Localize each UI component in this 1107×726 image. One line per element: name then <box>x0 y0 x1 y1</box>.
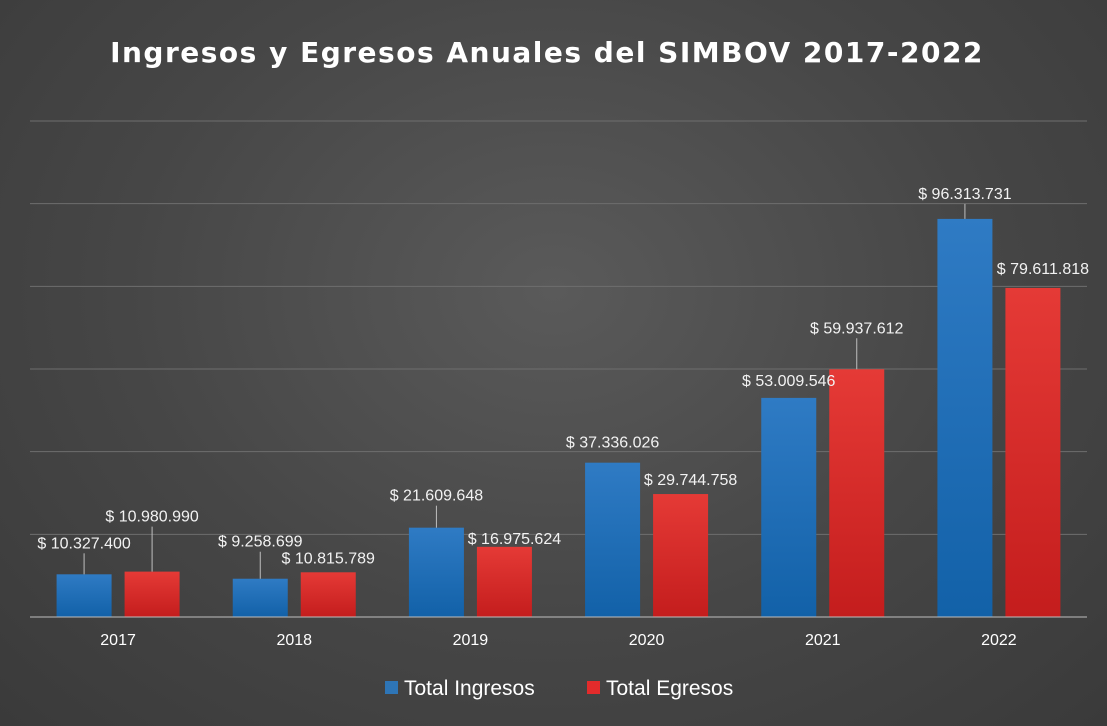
x-tick-label: 2019 <box>453 632 489 649</box>
label-leader-lines <box>83 203 966 579</box>
bar-egresos-2022 <box>1005 287 1061 617</box>
bar-ingresos-2017 <box>56 574 112 617</box>
data-label-ingresos-2019: $ 21.609.648 <box>390 488 484 505</box>
data-label-ingresos-2017: $ 10.327.400 <box>37 535 131 552</box>
x-tick-label: 2021 <box>805 632 841 649</box>
data-label-ingresos-2018: $ 9.258.699 <box>218 534 303 551</box>
gridlines <box>30 120 1087 535</box>
data-label-egresos-2021: $ 59.937.612 <box>810 320 904 337</box>
bar-egresos-2021 <box>829 369 885 617</box>
data-label-egresos-2018: $ 10.815.789 <box>282 550 376 567</box>
x-tick-label: 2017 <box>100 632 136 649</box>
legend-label-ingresos: Total Ingresos <box>404 677 535 700</box>
data-label-egresos-2020: $ 29.744.758 <box>644 472 738 489</box>
chart-title: Ingresos y Egresos Anuales del SIMBOV 20… <box>110 36 984 69</box>
bar-ingresos-2018 <box>232 578 288 617</box>
legend-swatch-egresos <box>587 681 600 694</box>
bar-ingresos-2019 <box>408 527 464 617</box>
legend-swatch-ingresos <box>385 681 398 694</box>
data-label-egresos-2019: $ 16.975.624 <box>468 531 562 548</box>
bar-egresos-2020 <box>653 494 709 617</box>
legend-label-egresos: Total Egresos <box>606 677 733 700</box>
bar-ingresos-2021 <box>761 397 817 617</box>
bar-egresos-2017 <box>124 571 180 617</box>
data-label-egresos-2022: $ 79.611.818 <box>997 261 1089 278</box>
bars <box>56 218 1061 617</box>
bar-egresos-2018 <box>300 572 356 617</box>
data-label-ingresos-2021: $ 53.009.546 <box>742 373 836 390</box>
legend: Total Ingresos Total Egresos <box>385 677 733 700</box>
data-label-ingresos-2022: $ 96.313.731 <box>918 186 1012 203</box>
data-labels: $ 10.327.400 $ 10.980.990 $ 9.258.699$ 10.… <box>37 186 1089 567</box>
data-label-egresos-2017: $ 10.980.990 <box>105 509 199 526</box>
data-label-ingresos-2020: $ 37.336.026 <box>566 435 660 452</box>
bar-ingresos-2020 <box>585 462 641 617</box>
bar-egresos-2019 <box>476 546 532 617</box>
x-axis-ticks: 2017 2018 2019 2020 2021 2022 <box>100 632 1017 649</box>
x-tick-label: 2020 <box>629 632 665 649</box>
x-tick-label: 2018 <box>276 632 312 649</box>
bar-ingresos-2022 <box>937 218 993 617</box>
x-tick-label: 2022 <box>981 632 1017 649</box>
